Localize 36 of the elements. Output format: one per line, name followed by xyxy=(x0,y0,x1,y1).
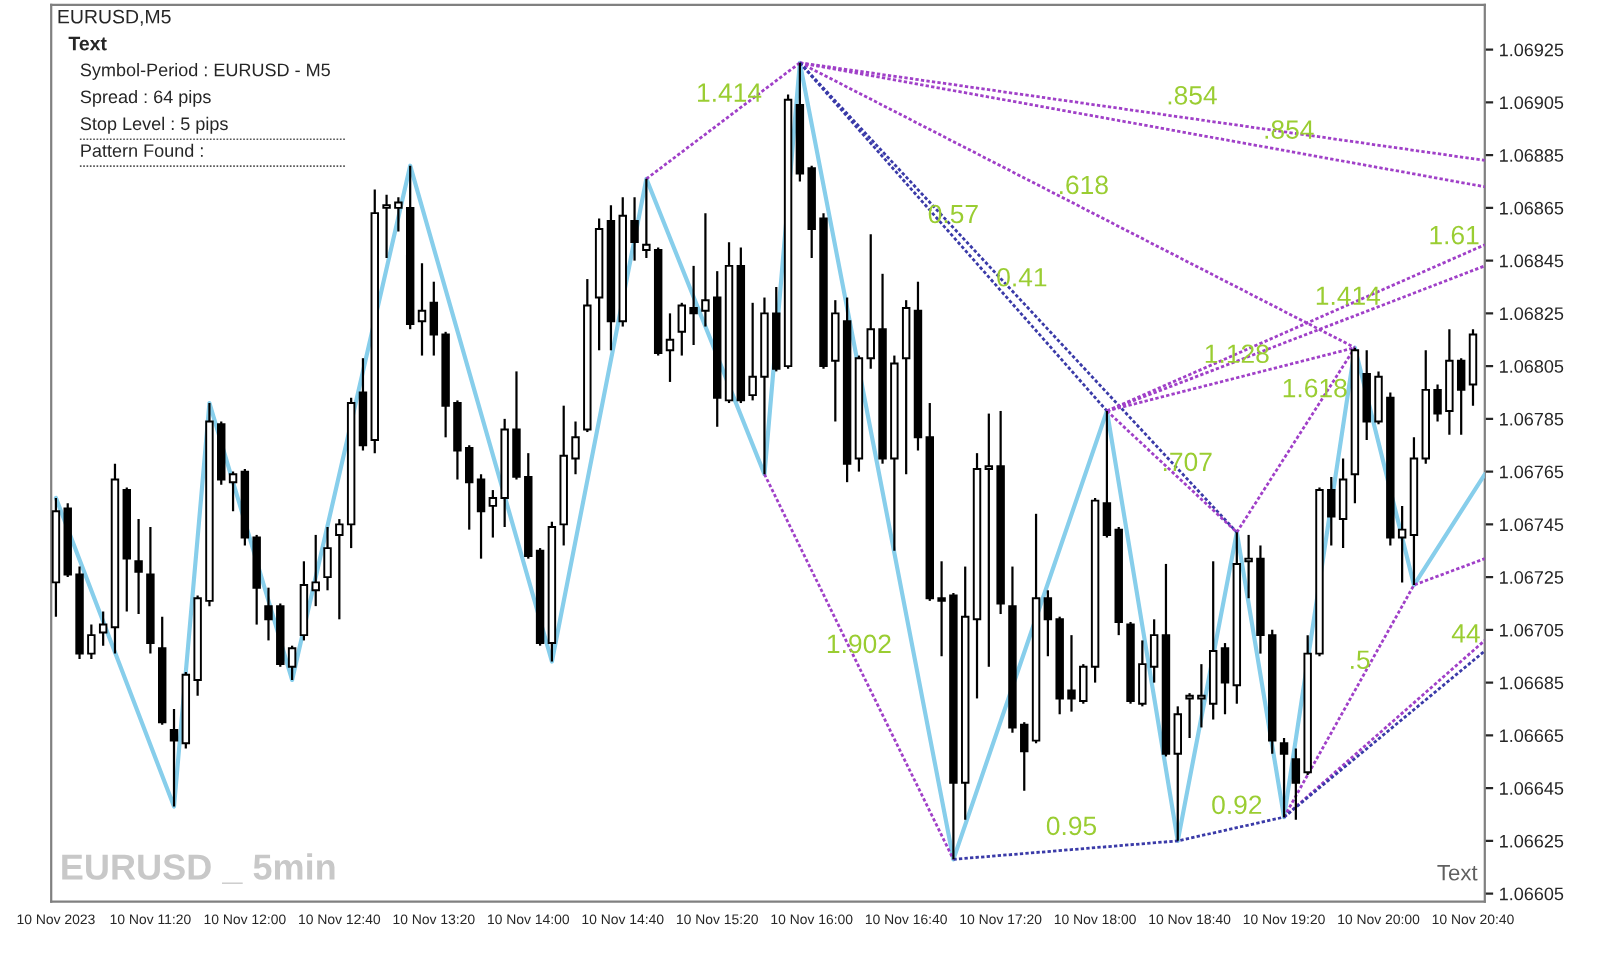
y-tick-label: 1.06865 xyxy=(1500,201,1564,215)
annotation: .854 xyxy=(1265,120,1314,139)
y-tick-label: 1.06785 xyxy=(1500,412,1564,426)
annotation: Spread : 64 pips xyxy=(80,89,211,107)
y-tick-label: 1.06645 xyxy=(1500,782,1564,795)
annotation: 0.92 xyxy=(1212,795,1262,815)
y-tick-label: 1.06685 xyxy=(1500,676,1564,690)
y-tick-label: 1.06885 xyxy=(1500,149,1564,162)
annotation: 1.414 xyxy=(698,83,762,102)
annotation: Text xyxy=(1437,865,1478,881)
y-tick-label: 1.06605 xyxy=(1500,887,1564,901)
annotation: .707 xyxy=(1163,452,1212,472)
annotation: Symbol-Period : EURUSD - M5 xyxy=(80,63,330,80)
y-tick-label: 1.06625 xyxy=(1500,834,1564,848)
y-tick-label: 1.06845 xyxy=(1500,254,1564,268)
y-tick-label: 1.06825 xyxy=(1500,307,1564,321)
y-tick-label: 1.06725 xyxy=(1500,571,1564,584)
y-tick-label: 1.06665 xyxy=(1500,729,1564,743)
annotation: .5 xyxy=(1351,650,1370,670)
y-tick-label: 1.06705 xyxy=(1500,623,1564,637)
annotation: 1.902 xyxy=(827,634,891,654)
annotation: 1.61 xyxy=(1430,225,1479,245)
y-tick-label: 1.06765 xyxy=(1500,465,1564,479)
chart-title: EURUSD,M5 xyxy=(58,9,171,26)
annotation: Pattern Found : xyxy=(81,143,203,158)
y-tick-label: 1.06925 xyxy=(1500,43,1564,57)
annotation: Text xyxy=(68,36,107,51)
annotation: Stop Level : 5 pips xyxy=(80,116,228,134)
y-tick-label: 1.06905 xyxy=(1500,96,1564,110)
annotation: 0.41 xyxy=(997,267,1047,287)
y-tick-label: 1.06745 xyxy=(1500,518,1564,532)
annotation: 0.95 xyxy=(1046,816,1097,836)
annotation: .854 xyxy=(1168,85,1217,105)
y-tick-label: 1.06805 xyxy=(1500,360,1564,373)
annotation: .618 xyxy=(1060,175,1108,195)
annotation: 44 xyxy=(1451,624,1480,643)
